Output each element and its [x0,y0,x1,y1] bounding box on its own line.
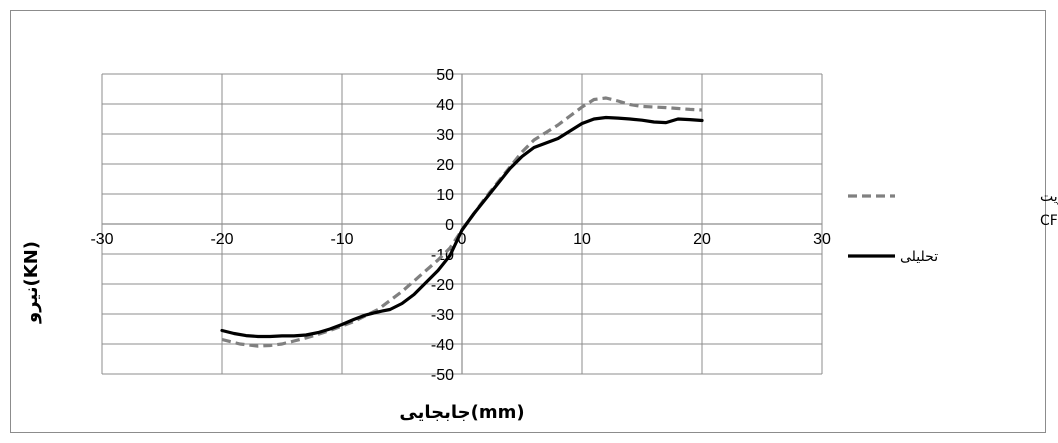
y-tick-label: -50 [431,367,454,384]
y-tick-label: 40 [436,97,454,114]
y-tick-label: -20 [431,277,454,294]
legend: ستون کوتاه تقویت شده با CFRP تحلیلی [848,189,1058,265]
y-tick-label: 10 [436,187,454,204]
x-tick-label: -20 [210,231,233,248]
y-tick-label: -40 [431,337,454,354]
legend-label-series-1-line-2: شده با CFRP [1040,213,1058,229]
x-tick-label: 30 [813,231,831,248]
series-line-2 [220,115,704,339]
series-lines [220,96,704,348]
y-tick-label: 50 [436,67,454,84]
legend-label-series-1-line-1: ستون کوتاه تقویت [1040,189,1058,205]
legend-label-series-2: تحلیلی [900,249,938,265]
x-tick-labels: -30 -20 -10 0 10 20 30 [90,231,831,248]
x-tick-label: 0 [458,231,467,248]
chart-frame [10,10,1046,433]
series-line-1 [221,96,703,348]
x-tick-label: 10 [573,231,591,248]
x-axis-title: جابجایی(mm) [399,402,524,423]
y-tick-label: 20 [436,157,454,174]
x-tick-label: -30 [90,231,113,248]
x-tick-label: -10 [330,231,353,248]
axes [101,73,823,375]
y-tick-label: 30 [436,127,454,144]
y-axis-title: نیرو(KN) [21,241,42,324]
y-tick-label: 0 [445,217,454,234]
x-tick-label: 20 [693,231,711,248]
y-tick-label: -30 [431,307,454,324]
